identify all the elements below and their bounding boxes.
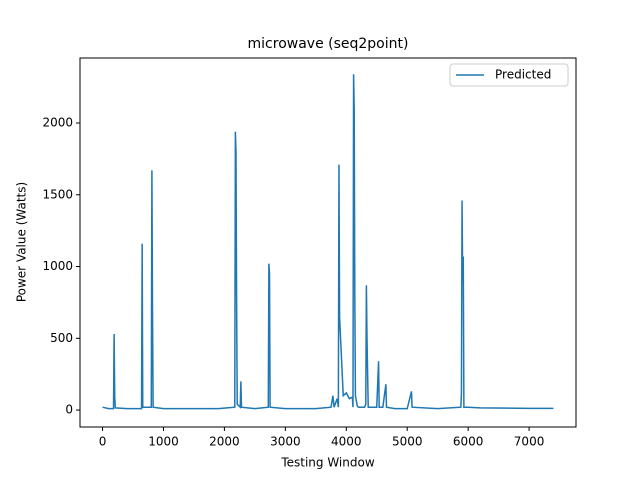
y-tick-label: 2000	[42, 116, 73, 130]
legend-box	[449, 63, 569, 87]
x-tick-label: 2000	[209, 435, 240, 449]
x-tick-label: 3000	[270, 435, 301, 449]
y-tick-label: 1000	[42, 259, 73, 273]
x-tick-label: 5000	[392, 435, 423, 449]
x-tick-label: 1000	[148, 435, 179, 449]
x-axis-label: Testing Window	[280, 456, 375, 470]
y-tick-label: 500	[50, 331, 73, 345]
legend-label: Predicted	[495, 68, 551, 82]
y-tick-label: 1500	[42, 187, 73, 201]
chart-title: microwave (seq2point)	[248, 36, 409, 52]
x-tick-label: 7000	[514, 435, 545, 449]
plot-frame	[79, 57, 577, 428]
y-axis-label: Power Value (Watts)	[15, 182, 29, 302]
y-tick-label: 0	[65, 403, 73, 417]
x-tick-label: 4000	[331, 435, 362, 449]
x-tick-label: 6000	[453, 435, 484, 449]
x-tick-label: 0	[99, 435, 107, 449]
line-series	[102, 74, 554, 410]
